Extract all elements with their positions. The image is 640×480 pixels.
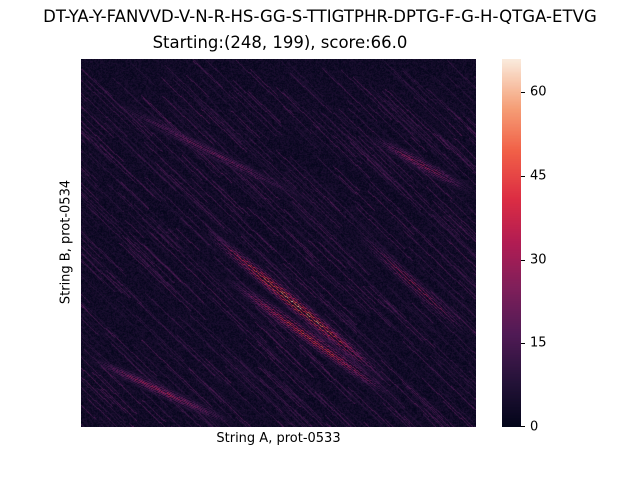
colorbar-tick-label: 15 <box>530 335 547 351</box>
colorbar-tick-label: 30 <box>530 252 547 268</box>
colorbar-tick-mark <box>521 92 525 94</box>
colorbar-tick-mark <box>521 343 525 345</box>
chart-title: DT-YA-Y-FANVVD-V-N-R-HS-GG-S-TTIGTPHR-DP… <box>43 7 597 26</box>
colorbar-tick-label: 45 <box>530 168 547 184</box>
colorbar-tick-label: 0 <box>530 419 539 435</box>
x-axis-label: String A, prot-0533 <box>216 431 341 446</box>
colorbar <box>502 59 521 427</box>
colorbar-tick-mark <box>521 259 525 261</box>
colorbar-tick-mark <box>521 176 525 178</box>
colorbar-tick-mark <box>521 426 525 427</box>
heatmap-plot-area <box>81 59 476 427</box>
chart-subtitle: Starting:(248, 199), score:66.0 <box>152 33 408 52</box>
colorbar-tick-label: 60 <box>530 84 547 100</box>
y-axis-label: String B, prot-0534 <box>58 179 74 305</box>
